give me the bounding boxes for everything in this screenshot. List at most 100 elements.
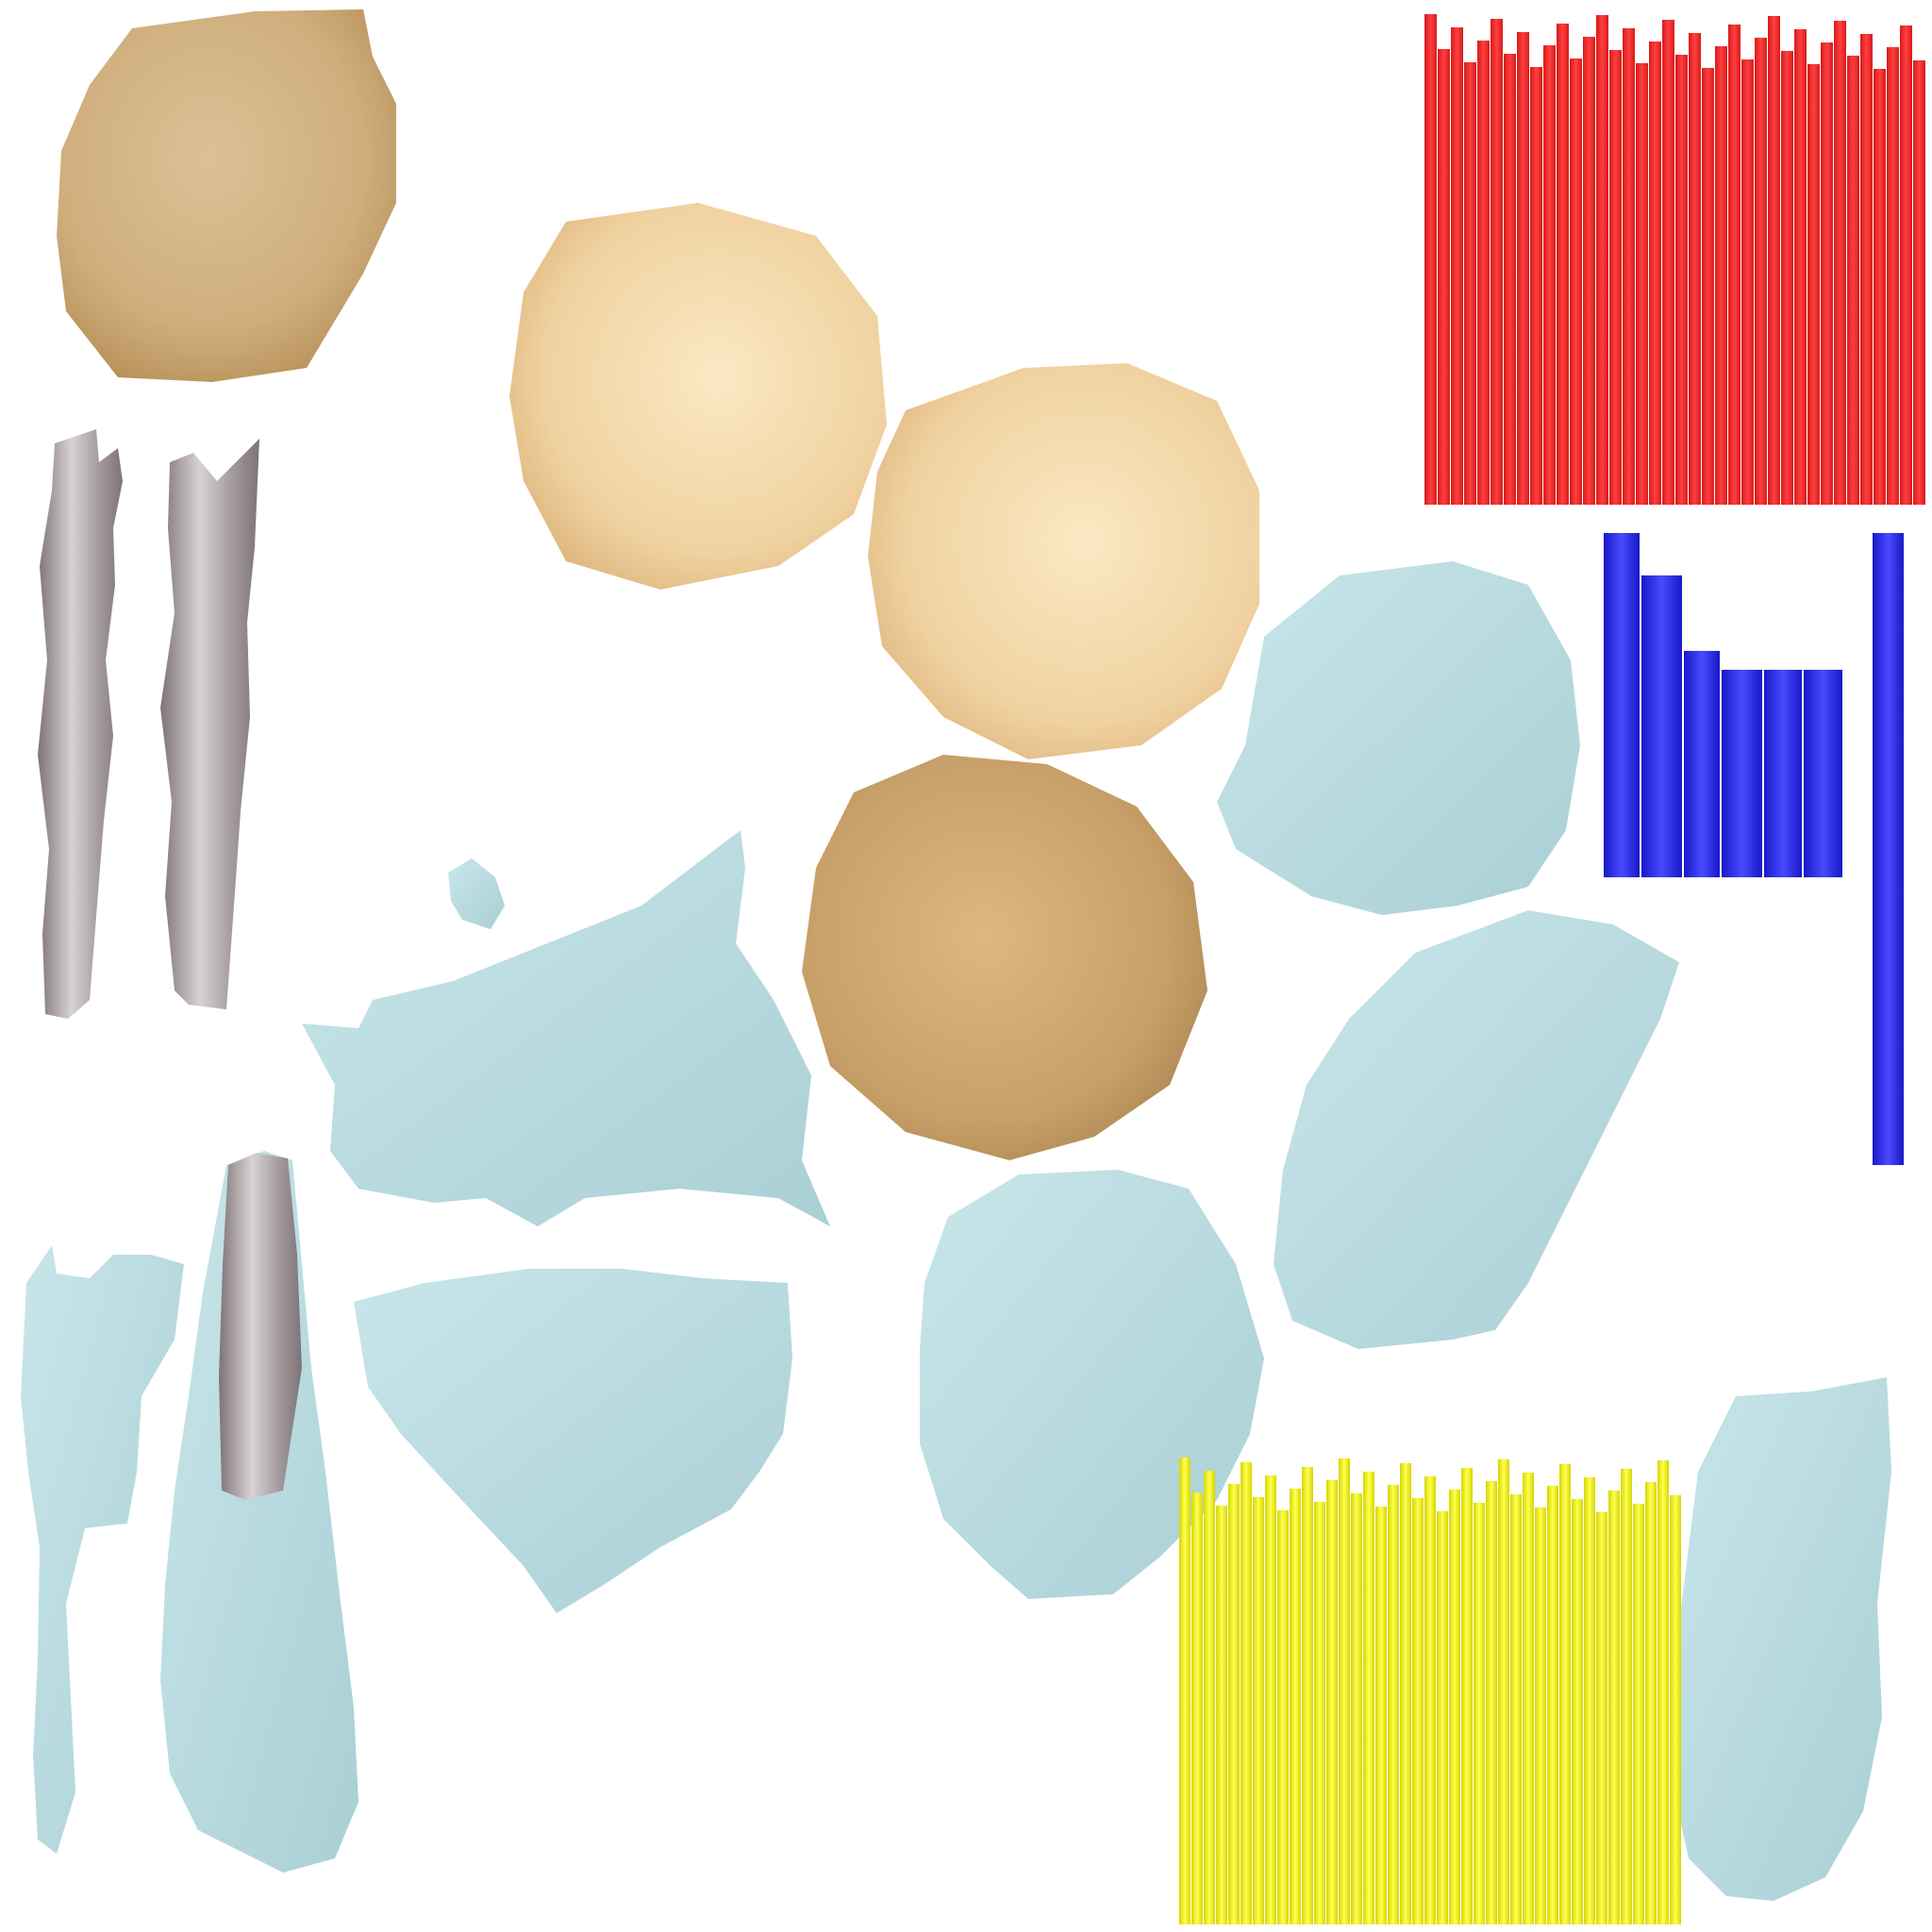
blue-column: [1804, 670, 1842, 877]
yellow-column: [1314, 1502, 1325, 1924]
red-column: [1834, 21, 1846, 505]
yellow-column: [1191, 1492, 1203, 1924]
yellow-column: [1596, 1512, 1607, 1924]
red-column: [1689, 33, 1701, 505]
yellow-column: [1621, 1469, 1632, 1924]
red-column: [1860, 34, 1873, 505]
yellow-column: [1204, 1471, 1215, 1924]
red-column: [1874, 69, 1886, 505]
yellow-column: [1461, 1468, 1473, 1924]
skin-patch-center-lower: [802, 755, 1208, 1160]
red-column: [1543, 45, 1556, 505]
metal-strip-left-1: [38, 429, 123, 1019]
yellow-column: [1424, 1476, 1436, 1924]
yellow-column: [1608, 1491, 1620, 1924]
yellow-column: [1645, 1482, 1657, 1924]
red-column: [1821, 42, 1833, 505]
red-column: [1794, 29, 1807, 505]
red-column: [1807, 64, 1820, 505]
yellow-column: [1547, 1486, 1558, 1924]
red-column: [1900, 25, 1912, 505]
blue-column: [1873, 533, 1904, 1165]
yellow-column: [1449, 1490, 1460, 1924]
red-column: [1781, 51, 1793, 505]
yellow-column: [1400, 1463, 1411, 1924]
red-column: [1451, 27, 1463, 505]
skin-patch-center-right: [868, 363, 1259, 759]
red-column: [1847, 56, 1859, 505]
yellow-column: [1437, 1511, 1448, 1924]
yellow-column: [1277, 1510, 1289, 1924]
yellow-column: [1388, 1485, 1399, 1924]
yellow-column: [1363, 1472, 1374, 1924]
red-column: [1887, 47, 1899, 505]
yellow-column: [1351, 1493, 1362, 1924]
red-column: [1477, 41, 1490, 505]
yellow-column: [1535, 1507, 1546, 1924]
red-column: [1768, 16, 1780, 505]
red-column: [1530, 67, 1542, 505]
red-column: [1741, 59, 1754, 505]
yellow-column: [1486, 1481, 1497, 1924]
blue-column: [1764, 670, 1802, 877]
yellow-column: [1670, 1495, 1681, 1924]
red-column: [1491, 19, 1503, 505]
cloth-left-sleeve: [21, 1245, 184, 1854]
red-column: [1517, 32, 1529, 505]
yellow-strip-block: [1179, 1457, 1681, 1924]
yellow-column: [1302, 1467, 1313, 1924]
yellow-column: [1657, 1460, 1669, 1924]
cloth-mid-lower: [354, 1269, 792, 1613]
red-column: [1504, 54, 1516, 505]
cloth-left-tube-metal: [219, 1153, 302, 1500]
cloth-elongated-right: [1274, 910, 1679, 1349]
cloth-left-tube: [160, 1151, 358, 1873]
red-strip-block: [1424, 14, 1925, 505]
yellow-column: [1179, 1457, 1191, 1924]
metal-strip-left-2: [160, 439, 259, 1009]
yellow-column: [1290, 1489, 1301, 1924]
red-column: [1557, 24, 1569, 505]
red-column: [1609, 50, 1622, 505]
yellow-column: [1265, 1475, 1276, 1924]
red-column: [1464, 62, 1476, 505]
red-column: [1583, 37, 1595, 505]
yellow-column: [1326, 1480, 1338, 1924]
yellow-column: [1216, 1506, 1227, 1924]
red-column: [1662, 20, 1674, 505]
yellow-column: [1241, 1462, 1252, 1924]
red-column: [1728, 25, 1740, 505]
yellow-column: [1584, 1477, 1595, 1924]
yellow-column: [1412, 1498, 1424, 1924]
yellow-column: [1498, 1459, 1509, 1924]
yellow-column: [1339, 1458, 1350, 1924]
skin-patch-center-upper: [509, 203, 887, 590]
yellow-column: [1572, 1499, 1583, 1924]
red-column: [1636, 63, 1648, 505]
blue-column: [1722, 670, 1762, 877]
red-column: [1913, 60, 1925, 505]
red-column: [1715, 46, 1727, 505]
red-column: [1623, 28, 1635, 505]
yellow-column: [1510, 1494, 1522, 1924]
cloth-small-fragment: [448, 858, 505, 929]
red-column: [1596, 15, 1608, 505]
blue-strip-block: [1604, 533, 1904, 1165]
yellow-column: [1523, 1473, 1534, 1924]
cloth-big-torso: [302, 830, 830, 1226]
yellow-column: [1559, 1464, 1571, 1924]
red-column: [1570, 58, 1582, 505]
red-column: [1424, 14, 1437, 505]
yellow-column: [1633, 1504, 1644, 1924]
yellow-column: [1228, 1484, 1240, 1924]
cloth-round-center: [920, 1170, 1264, 1599]
yellow-column: [1375, 1507, 1387, 1924]
red-column: [1702, 68, 1714, 505]
red-column: [1649, 42, 1661, 505]
red-column: [1675, 55, 1688, 505]
red-column: [1438, 49, 1450, 505]
skin-patch-top-left: [57, 9, 396, 382]
red-column: [1755, 38, 1767, 505]
blue-column: [1604, 533, 1640, 877]
